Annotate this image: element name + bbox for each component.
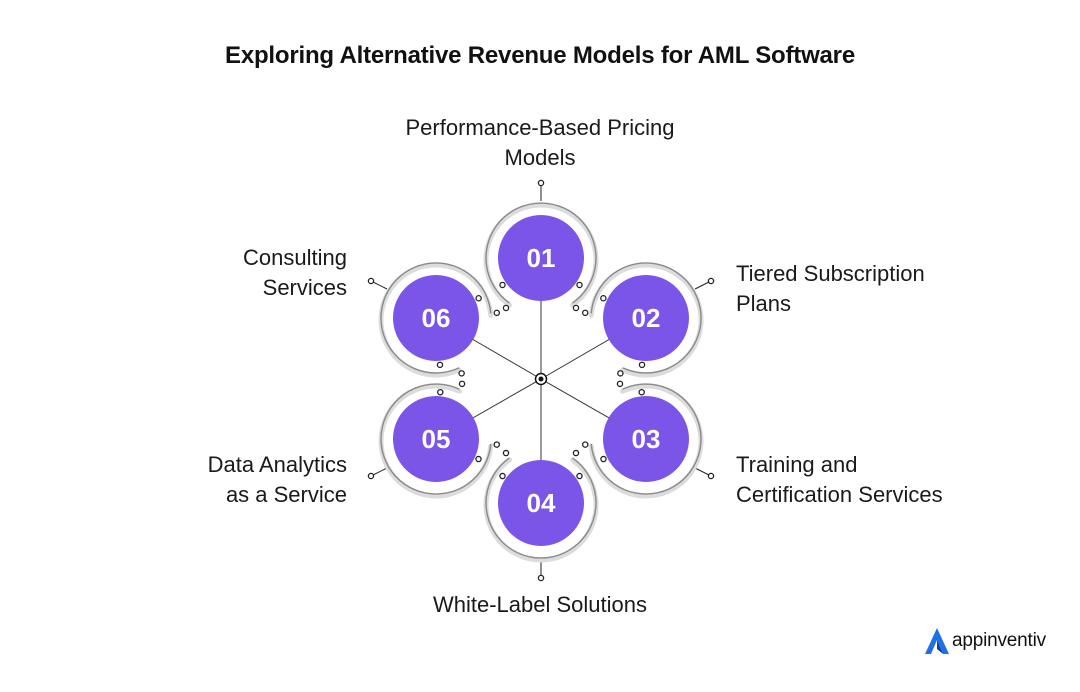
ring-dot-05-b [458,380,466,388]
node-label-02: Tiered Subscription Plans [736,259,925,319]
node-number-06: 06 [422,303,451,333]
inner-dot-06-b [436,361,444,369]
node-number-03: 03 [632,424,661,454]
inner-dot-06-a [475,295,482,302]
hub-center-dot [538,376,544,382]
node-04: 04 [498,460,584,546]
node-circle-03 [603,396,689,482]
node-number-01: 01 [527,243,556,273]
ring-dot-03-a [616,380,624,388]
node-label-06-line-2: Services [262,275,347,300]
node-06: 06 [393,275,479,361]
leader-dot-04 [537,574,545,582]
node-label-04-line-1: White-Label Solutions [432,592,647,617]
inner-dot-05-b [475,455,482,463]
node-01: 01 [498,215,584,301]
node-label-03-line-1: Training and [736,452,858,477]
node-circle-04 [498,460,584,546]
node-number-04: 04 [527,488,556,518]
node-label-06: Consulting Services [47,243,347,303]
leader-dot-02 [707,277,715,285]
node-03: 03 [603,396,689,482]
leader-dot-06 [367,277,375,285]
ring-dot-03-b [582,441,589,448]
inner-dot-04-b [576,472,583,480]
node-circle-01 [498,215,584,301]
inner-dot-02-a [638,361,646,369]
node-label-01-line-2: Models [504,145,576,170]
inner-dot-01-b [499,281,506,289]
inner-dot-05-a [437,388,444,396]
page-title: Exploring Alternative Revenue Models for… [225,42,855,69]
ring-dot-06-b [493,309,501,317]
leader-dot-05 [367,472,375,480]
inner-dot-03-a [600,455,607,463]
node-label-03: Training and Certification Services [736,450,943,510]
node-circle-06 [393,275,479,361]
leader-dot-01 [537,179,545,187]
node-label-02-line-1: Tiered Subscription [736,261,925,286]
leader-dot-03 [707,472,715,480]
ring-dot-02-b [617,370,624,377]
ring-dot-04-a [572,449,580,457]
node-label-06-line-1: Consulting [243,245,347,270]
node-label-04: White-Label Solutions [340,590,740,620]
node-label-01: Performance-Based Pricing Models [340,113,740,173]
ring-dot-05-a [493,441,500,448]
node-ring-04 [483,449,599,563]
node-label-05-line-1: Data Analytics [207,452,347,477]
ring-dot-04-b [502,449,510,457]
inner-dot-01-a [576,281,583,289]
inner-dot-02-b [600,295,607,302]
ring-dot-01-a [502,304,510,312]
inner-dot-04-a [499,472,506,480]
node-02: 02 [603,275,689,361]
node-ring-05 [378,380,500,499]
node-ring-06 [378,262,501,378]
node-circle-05 [393,396,479,482]
node-number-05: 05 [422,424,451,454]
ring-dot-02-a [581,309,589,317]
node-05: 05 [393,396,479,482]
brand-name: appinventiv [952,630,1046,651]
ring-dot-06-a [458,370,465,377]
appinventiv-logo-icon [925,628,949,654]
node-label-01-line-1: Performance-Based Pricing [405,115,675,140]
node-ring-01 [483,202,599,312]
node-label-05: Data Analytics as a Service [47,450,347,510]
node-label-02-line-2: Plans [736,291,792,316]
node-label-05-line-2: as a Service [225,482,347,507]
node-circle-02 [603,275,689,361]
brand-logo: appinventiv [924,626,1046,656]
node-ring-03 [582,380,704,499]
node-label-03-line-2: Certification Services [736,482,943,507]
node-ring-02 [581,262,704,378]
inner-dot-03-b [638,388,645,396]
ring-dot-01-b [572,304,580,312]
node-number-02: 02 [632,303,661,333]
